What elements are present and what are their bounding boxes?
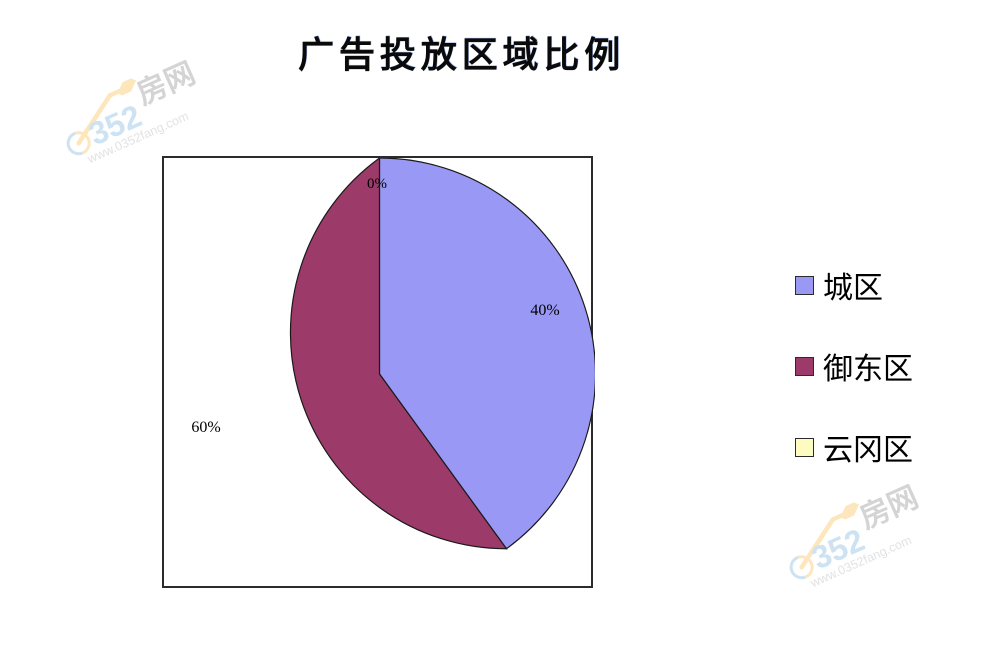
svg-text:352: 352 (83, 98, 146, 153)
svg-text:40%: 40% (530, 302, 559, 319)
svg-text:60%: 60% (191, 419, 220, 436)
svg-text:房网: 房网 (132, 60, 200, 111)
svg-text:www.0352fang.com: www.0352fang.com (807, 533, 913, 591)
svg-text:352: 352 (806, 522, 869, 577)
svg-text:0%: 0% (367, 176, 387, 192)
